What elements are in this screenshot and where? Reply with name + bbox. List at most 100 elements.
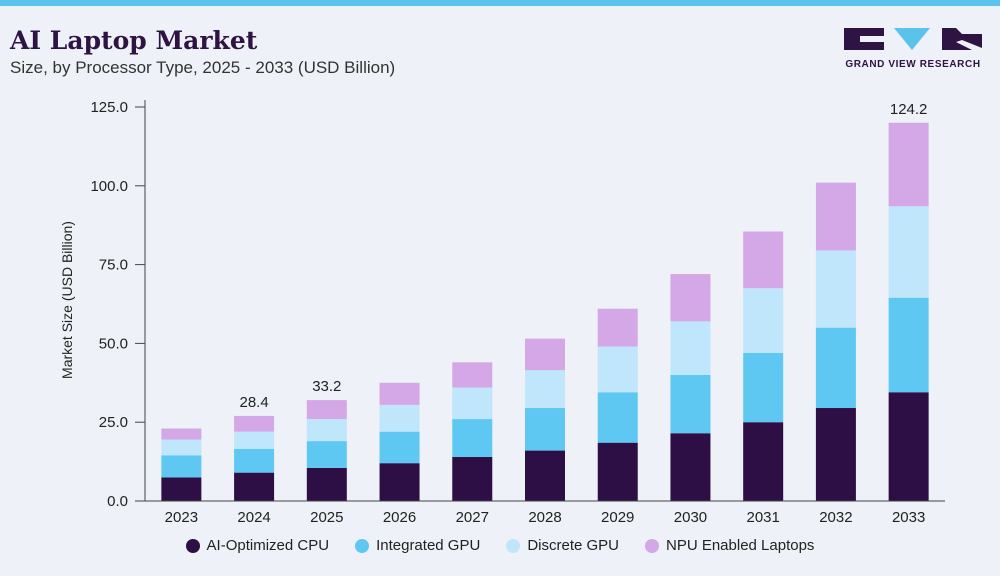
bar-segment — [597, 308, 638, 347]
legend-label: Integrated GPU — [376, 537, 481, 554]
legend-swatch — [645, 538, 659, 553]
logo-text: GRAND VIEW RESEARCH — [845, 59, 981, 70]
bar-stack-2029 — [597, 308, 638, 501]
bar-segment — [452, 456, 493, 501]
legend-item: AI-Optimized CPU — [185, 537, 330, 554]
y-tick-label: 0.0 — [107, 493, 128, 510]
bar-segment — [234, 472, 275, 501]
bar-segment — [306, 419, 347, 442]
total-label: 33.2 — [312, 378, 341, 395]
bar-segment — [306, 400, 347, 420]
bar-segment — [525, 370, 565, 409]
bar-segment — [234, 448, 275, 473]
bar-segment — [452, 387, 493, 420]
bar-segment — [888, 392, 929, 501]
logo-mark-icon — [844, 28, 982, 50]
bar-segment — [161, 439, 202, 456]
y-tick-label: 25.0 — [99, 414, 128, 431]
bar-stack-2024 — [234, 415, 275, 501]
bar-segment — [452, 419, 493, 457]
bar-stack-2030 — [670, 274, 711, 501]
bar-stack-2026 — [379, 382, 420, 501]
x-tick-label: 2024 — [237, 509, 270, 526]
x-tick-label: 2023 — [165, 509, 198, 526]
bar-segment — [888, 206, 929, 298]
bar-segment — [452, 362, 493, 388]
bar-segment — [743, 422, 784, 501]
x-tick-label: 2029 — [601, 509, 634, 526]
bar-segment — [888, 297, 929, 393]
top-accent-bar — [0, 0, 1000, 6]
y-axis-label: Market Size (USD Billion) — [59, 221, 75, 379]
total-label: 28.4 — [239, 394, 268, 411]
bar-segment — [670, 274, 711, 322]
y-tick-label: 50.0 — [99, 335, 128, 352]
bar-stack-2023 — [161, 428, 202, 501]
bar-stack-2031 — [743, 231, 784, 501]
bar-segment — [234, 431, 275, 449]
y-tick-label: 75.0 — [99, 257, 128, 274]
bar-segment — [888, 122, 929, 207]
legend-label: AI-Optimized CPU — [206, 537, 330, 554]
x-tick-label: 2030 — [674, 509, 707, 526]
x-tick-label: 2032 — [819, 509, 852, 526]
bar-segment — [670, 321, 711, 375]
total-labels: 28.4 33.2 124.2 — [239, 101, 927, 411]
legend-label: Discrete GPU — [527, 537, 619, 554]
legend-swatch — [506, 538, 521, 553]
bar-segment — [379, 404, 420, 432]
bar-segment — [525, 408, 565, 451]
bar-segment — [161, 455, 202, 478]
bar-segment — [597, 392, 638, 443]
grand-view-research-logo: GRAND VIEW RESEARCH — [838, 26, 988, 74]
bars — [161, 122, 929, 501]
legend: AI-Optimized CPU Integrated GPU Discrete G… — [0, 537, 1000, 554]
x-tick-label: 2031 — [746, 509, 779, 526]
x-axis-ticks: 2023 2024 2025 2026 2027 2028 2029 2030 2031 2032… — [165, 509, 926, 526]
x-tick-label: 2027 — [456, 509, 489, 526]
legend-label: NPU Enabled Laptops — [666, 537, 815, 554]
y-axis-ticks: 0.0 25.0 50.0 75.0 100.0 125.0 — [90, 99, 145, 510]
bar-segment — [815, 182, 856, 251]
chart-subtitle: Size, by Processor Type, 2025 - 2033 (US… — [10, 58, 396, 77]
bar-segment — [379, 431, 420, 464]
bar-segment — [597, 346, 638, 393]
bar-segment — [306, 441, 347, 468]
x-tick-label: 2033 — [892, 509, 925, 526]
bar-segment — [306, 467, 347, 501]
bar-segment — [525, 450, 565, 501]
bar-segment — [743, 231, 784, 289]
bar-segment — [161, 428, 202, 440]
legend-item: Integrated GPU — [355, 537, 480, 554]
bar-segment — [815, 250, 856, 328]
bar-stack-2032 — [815, 182, 856, 501]
bar-stack-2033 — [888, 122, 929, 501]
bar-segment — [161, 477, 202, 501]
legend-item: Discrete GPU — [506, 537, 619, 554]
bar-segment — [234, 415, 275, 432]
bar-stack-2027 — [452, 362, 493, 501]
legend-item: NPU Enabled Laptops — [645, 537, 814, 554]
bar-segment — [815, 408, 856, 501]
bar-segment — [379, 382, 420, 405]
bar-segment — [670, 374, 711, 434]
legend-swatch — [185, 538, 200, 553]
bar-segment — [815, 327, 856, 409]
bar-segment — [670, 433, 711, 501]
bar-segment — [379, 463, 420, 501]
bar-segment — [743, 288, 784, 353]
bar-stack-2025 — [306, 400, 347, 501]
bar-segment — [525, 338, 565, 371]
x-tick-label: 2025 — [310, 509, 343, 526]
total-label: 124.2 — [890, 101, 928, 118]
legend-swatch — [355, 538, 370, 553]
bar-stack-2028 — [525, 338, 565, 501]
y-tick-label: 100.0 — [90, 178, 128, 195]
x-tick-label: 2028 — [528, 509, 561, 526]
bar-segment — [743, 352, 784, 423]
chart-title: AI Laptop Market — [10, 26, 258, 55]
bar-segment — [597, 442, 638, 501]
x-tick-label: 2026 — [383, 509, 416, 526]
y-tick-label: 125.0 — [90, 99, 128, 116]
